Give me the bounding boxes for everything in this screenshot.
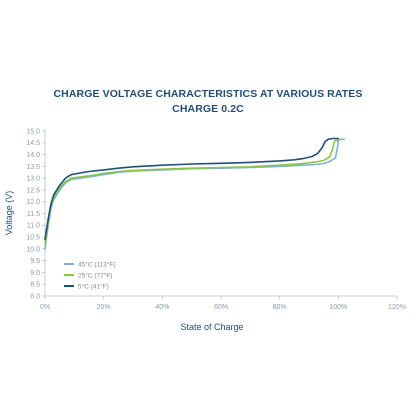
legend-label-2: 25°C (77°F) xyxy=(78,271,112,279)
x-tick-label: 40% xyxy=(155,304,169,311)
y-tick-label: 15.0 xyxy=(26,128,40,135)
y-tick-label: 10.5 xyxy=(26,234,40,241)
y-tick-label: 13.5 xyxy=(26,164,40,171)
y-tick-label: 14.0 xyxy=(26,152,40,159)
y-tick-label: 9.5 xyxy=(30,258,40,265)
y-tick-label: 14.5 xyxy=(26,140,40,147)
y-tick-label: 8.5 xyxy=(30,282,40,289)
x-axis-label: State of Charge xyxy=(180,322,243,332)
x-tick-label: 100% xyxy=(329,304,347,311)
y-tick-label: 9.0 xyxy=(30,270,40,277)
y-tick-label: 10.0 xyxy=(26,246,40,253)
legend: 45°C (113°F) 25°C (77°F) 5°C (41°F) xyxy=(64,260,116,290)
legend-label-3: 5°C (41°F) xyxy=(78,282,109,290)
y-tick-label: 12.5 xyxy=(26,187,40,194)
y-tick-label: 12.0 xyxy=(26,199,40,206)
y-axis-label: Voltage (V) xyxy=(4,191,14,236)
legend-label-1: 45°C (113°F) xyxy=(78,260,116,268)
y-tick-label: 11.0 xyxy=(27,223,40,230)
series-line-1 xyxy=(44,138,346,250)
x-tick-label: 60% xyxy=(214,304,228,311)
x-tick-label: 0% xyxy=(40,304,50,311)
series-lines xyxy=(44,137,346,250)
axes: 8.0 8.5 9.0 9.5 10.0 10.5 11.0 11.5 12.0 12.5 13.0… xyxy=(26,128,406,311)
chart-subtitle: CHARGE 0.2C xyxy=(172,103,244,115)
series-line-3 xyxy=(44,137,340,241)
x-tick-label: 120% xyxy=(388,304,406,311)
y-tick-label: 8.0 xyxy=(30,293,40,300)
chart-title: CHARGE VOLTAGE CHARACTERISTICS AT VARIOU… xyxy=(53,88,363,100)
x-tick-label: 20% xyxy=(97,304,111,311)
y-tick-label: 11.5 xyxy=(27,211,40,218)
x-tick-label: 80% xyxy=(273,304,287,311)
y-tick-label: 13.0 xyxy=(26,176,40,183)
series-line-2 xyxy=(44,139,340,245)
